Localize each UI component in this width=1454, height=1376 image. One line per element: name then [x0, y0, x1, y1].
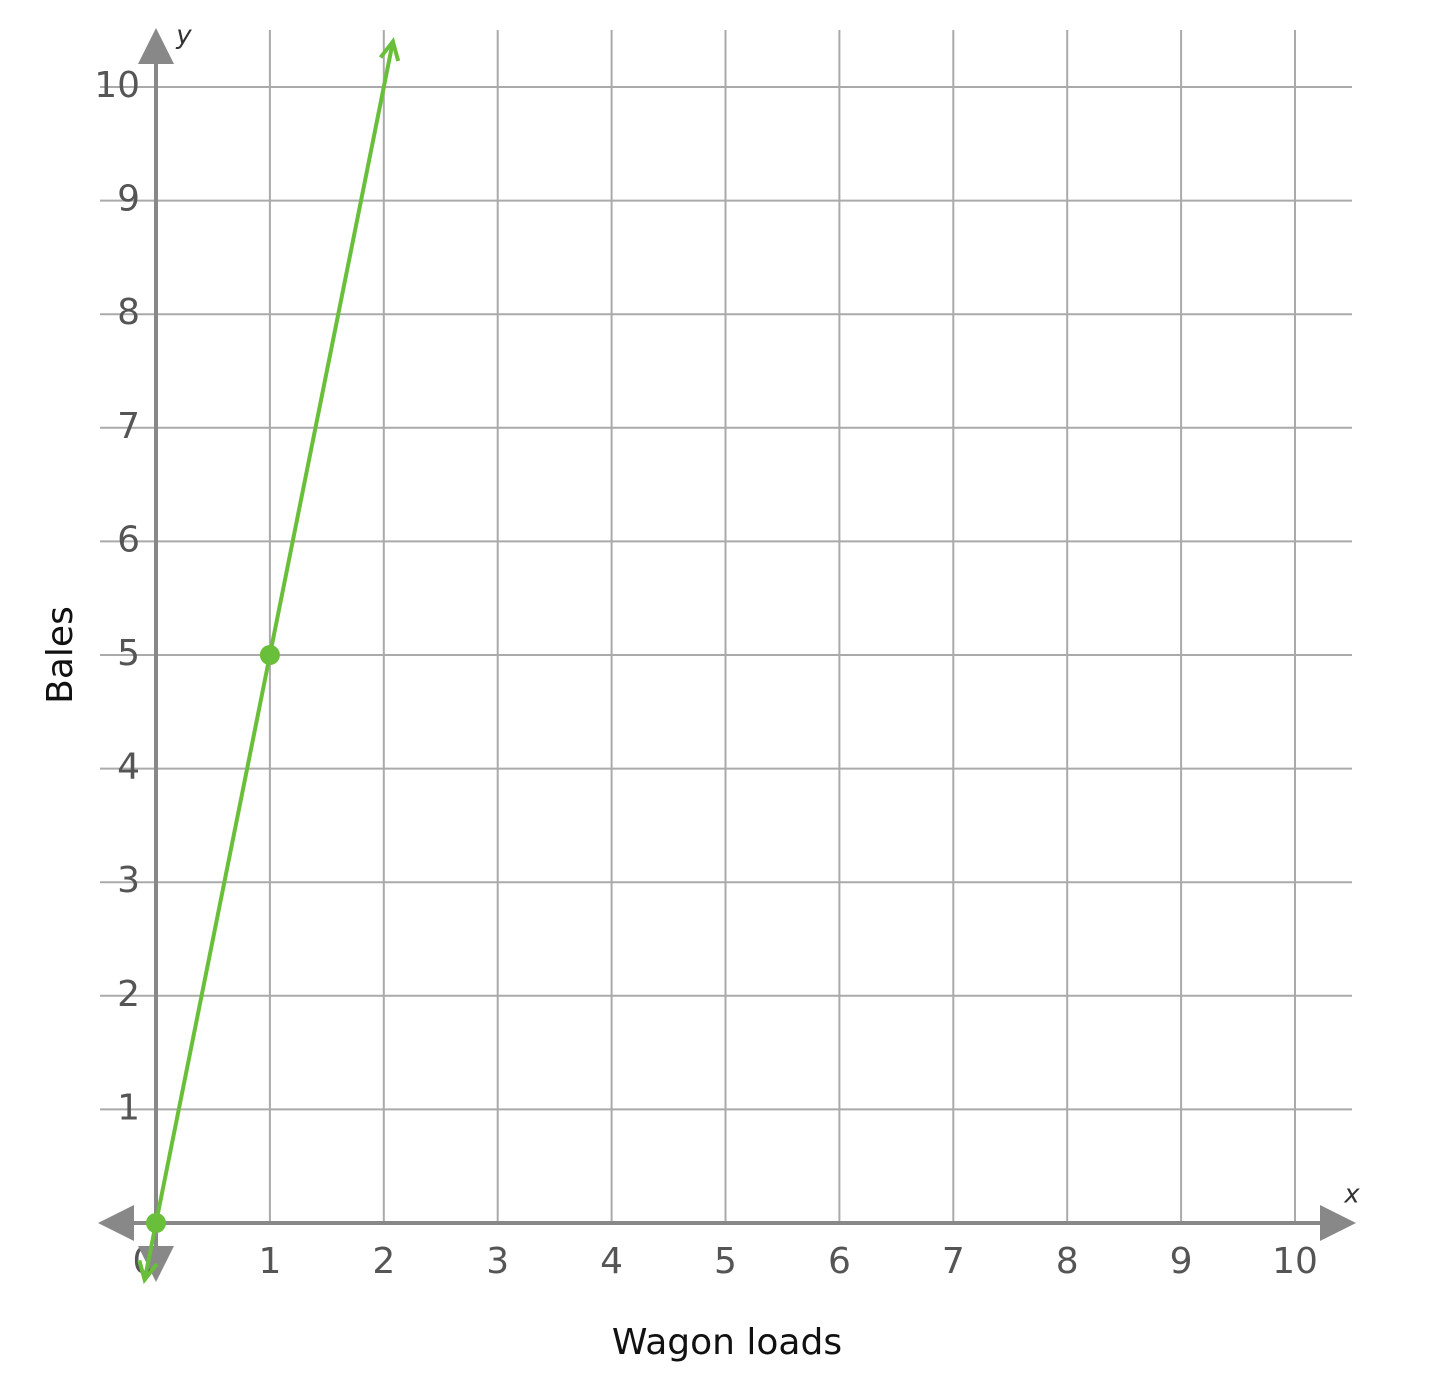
line-arrow — [378, 37, 401, 62]
y-tick-label: 4 — [117, 747, 140, 788]
y-tick-label: 1 — [117, 1087, 140, 1128]
x-tick-label: 9 — [1170, 1241, 1193, 1282]
axis-arrow — [98, 1205, 134, 1241]
line-arrow — [137, 1259, 159, 1285]
x-tick-label: 7 — [942, 1241, 965, 1282]
axis-arrow — [138, 28, 174, 64]
x-tick-label: 2 — [372, 1241, 395, 1282]
x-tick-label: 3 — [486, 1241, 509, 1282]
y-tick-label: 9 — [117, 179, 140, 220]
x-tick-label: 5 — [714, 1241, 737, 1282]
line — [154, 654, 272, 1224]
x-tick-label: 6 — [828, 1241, 851, 1282]
y-tick-label: 7 — [117, 406, 140, 447]
x-tick-label: 8 — [1056, 1241, 1079, 1282]
x-axis-label: Wagon loads — [612, 1322, 842, 1363]
x-tick-label: 1 — [258, 1241, 281, 1282]
y-tick-label: 6 — [117, 519, 140, 560]
x-tick-label: 4 — [600, 1241, 623, 1282]
y-tick-label: 5 — [117, 633, 140, 674]
y-tick-label: 3 — [117, 860, 140, 901]
axis-arrow — [1320, 1205, 1356, 1241]
y-tick-label: 10 — [94, 65, 140, 106]
x-axis-letter: x — [1343, 1180, 1360, 1210]
point — [259, 645, 280, 665]
x-tick-label: 10 — [1272, 1241, 1318, 1282]
y-tick-label: 2 — [117, 974, 140, 1015]
y-tick-label: 8 — [117, 292, 140, 333]
point — [146, 1213, 166, 1233]
y-axis-label: Bales — [40, 606, 81, 704]
y-axis-letter: y — [175, 21, 192, 51]
line-extension — [267, 41, 395, 656]
